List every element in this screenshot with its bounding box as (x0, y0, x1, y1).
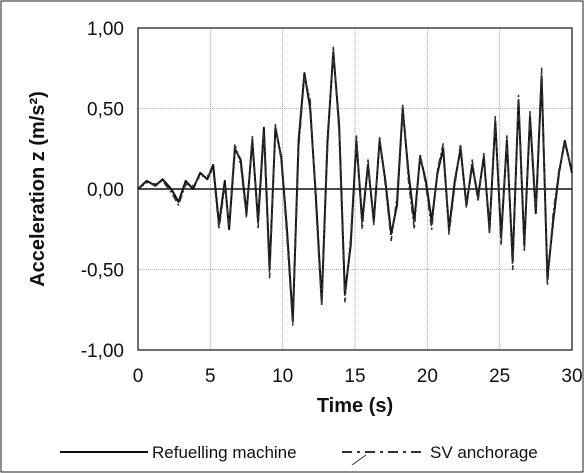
plot-area-frame (137, 27, 573, 351)
legend-label-refuelling-machine: Refuelling machine (152, 443, 297, 462)
x-tick-label-1: 5 (205, 366, 216, 387)
y-tick-label-0: 1,00 (87, 19, 124, 40)
x-tick-labels: 0 5 10 15 20 25 30 (133, 366, 583, 387)
y-tick-label-1: 0,50 (87, 100, 124, 121)
x-tick-label-3: 15 (344, 366, 365, 387)
legend-tick-mark (351, 454, 367, 466)
legend: Refuelling machine SV anchorage (60, 443, 538, 466)
x-tick-label-4: 20 (417, 366, 438, 387)
x-tick-label-5: 25 (489, 366, 510, 387)
x-tick-label-6: 30 (561, 366, 582, 387)
y-axis-label: Acceleration z (m/s²) (27, 91, 49, 287)
y-tick-label-4: -1,00 (81, 341, 124, 362)
x-tick-label-2: 10 (272, 366, 293, 387)
y-tick-label-3: -0,50 (81, 261, 124, 282)
series-group (137, 46, 573, 327)
x-axis-label: Time (s) (317, 395, 393, 417)
y-tick-labels: 1,00 0,50 0,00 -0,50 -1,00 (81, 19, 124, 362)
y-tick-label-2: 0,00 (87, 180, 124, 201)
legend-label-sv-anchorage: SV anchorage (430, 443, 538, 462)
x-tick-label-0: 0 (133, 366, 144, 387)
